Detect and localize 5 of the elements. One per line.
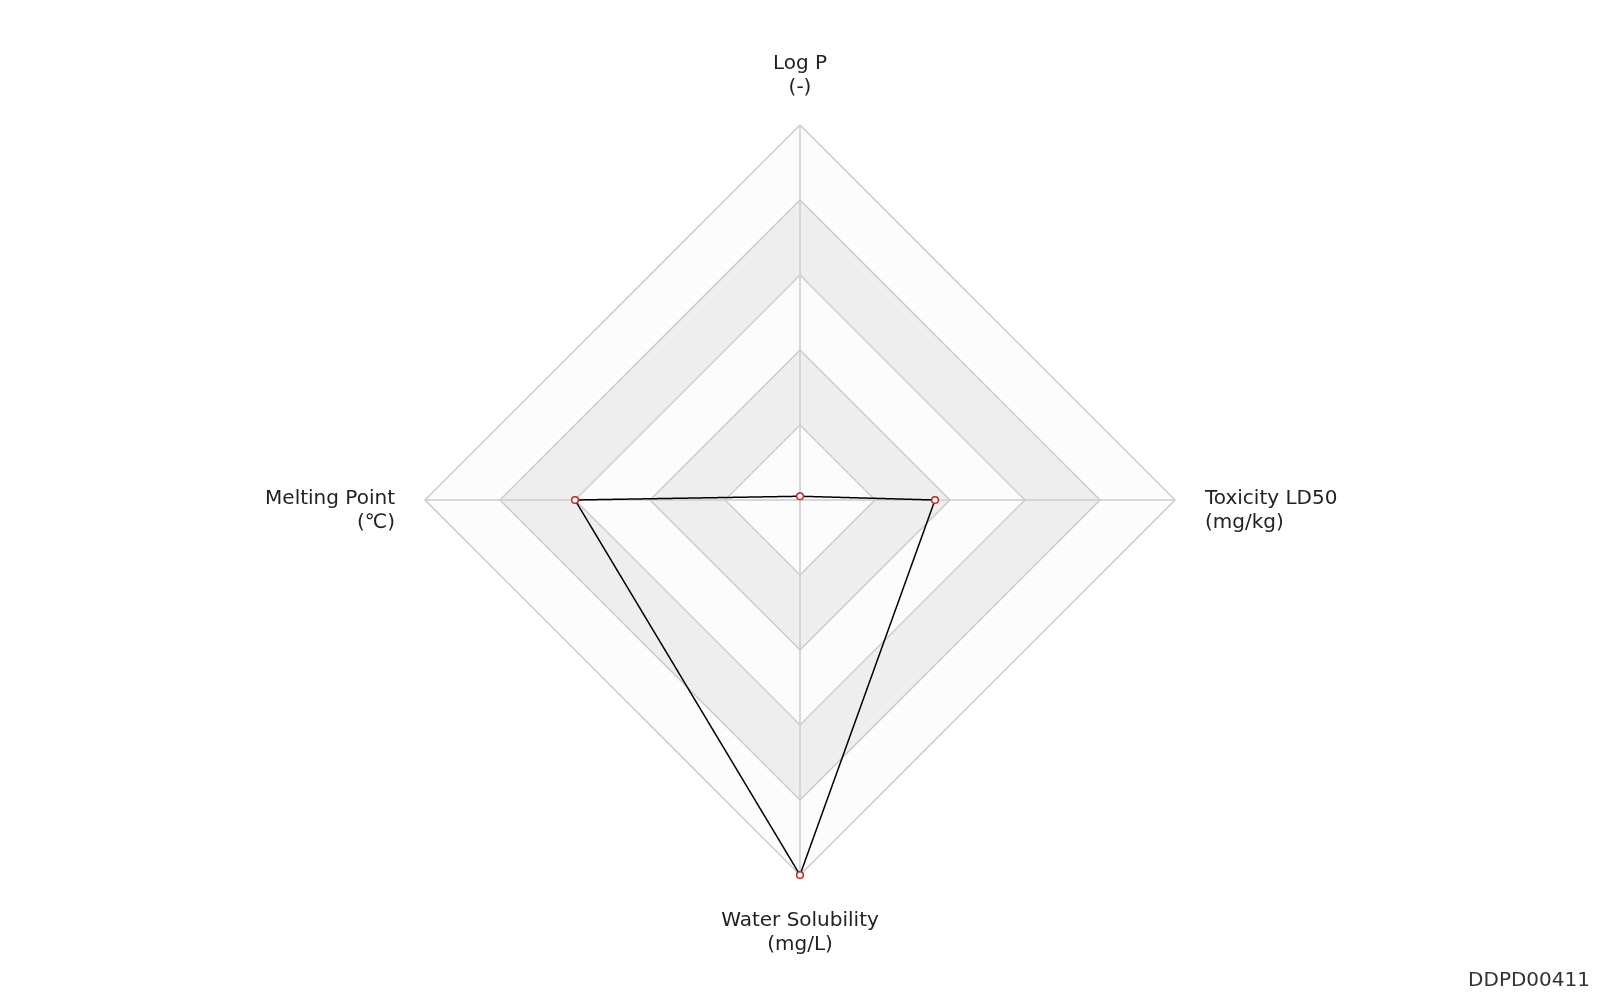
spoke-label: Toxicity LD50 (mg/kg) [1204, 485, 1338, 533]
text: DDPD00411 [1468, 967, 1590, 991]
spoke-label: Water Solubility (mg/L) [721, 907, 880, 955]
spoke-label: Log P (-) [772, 50, 828, 98]
spoke-label: Melting Point (℃) [265, 485, 396, 533]
